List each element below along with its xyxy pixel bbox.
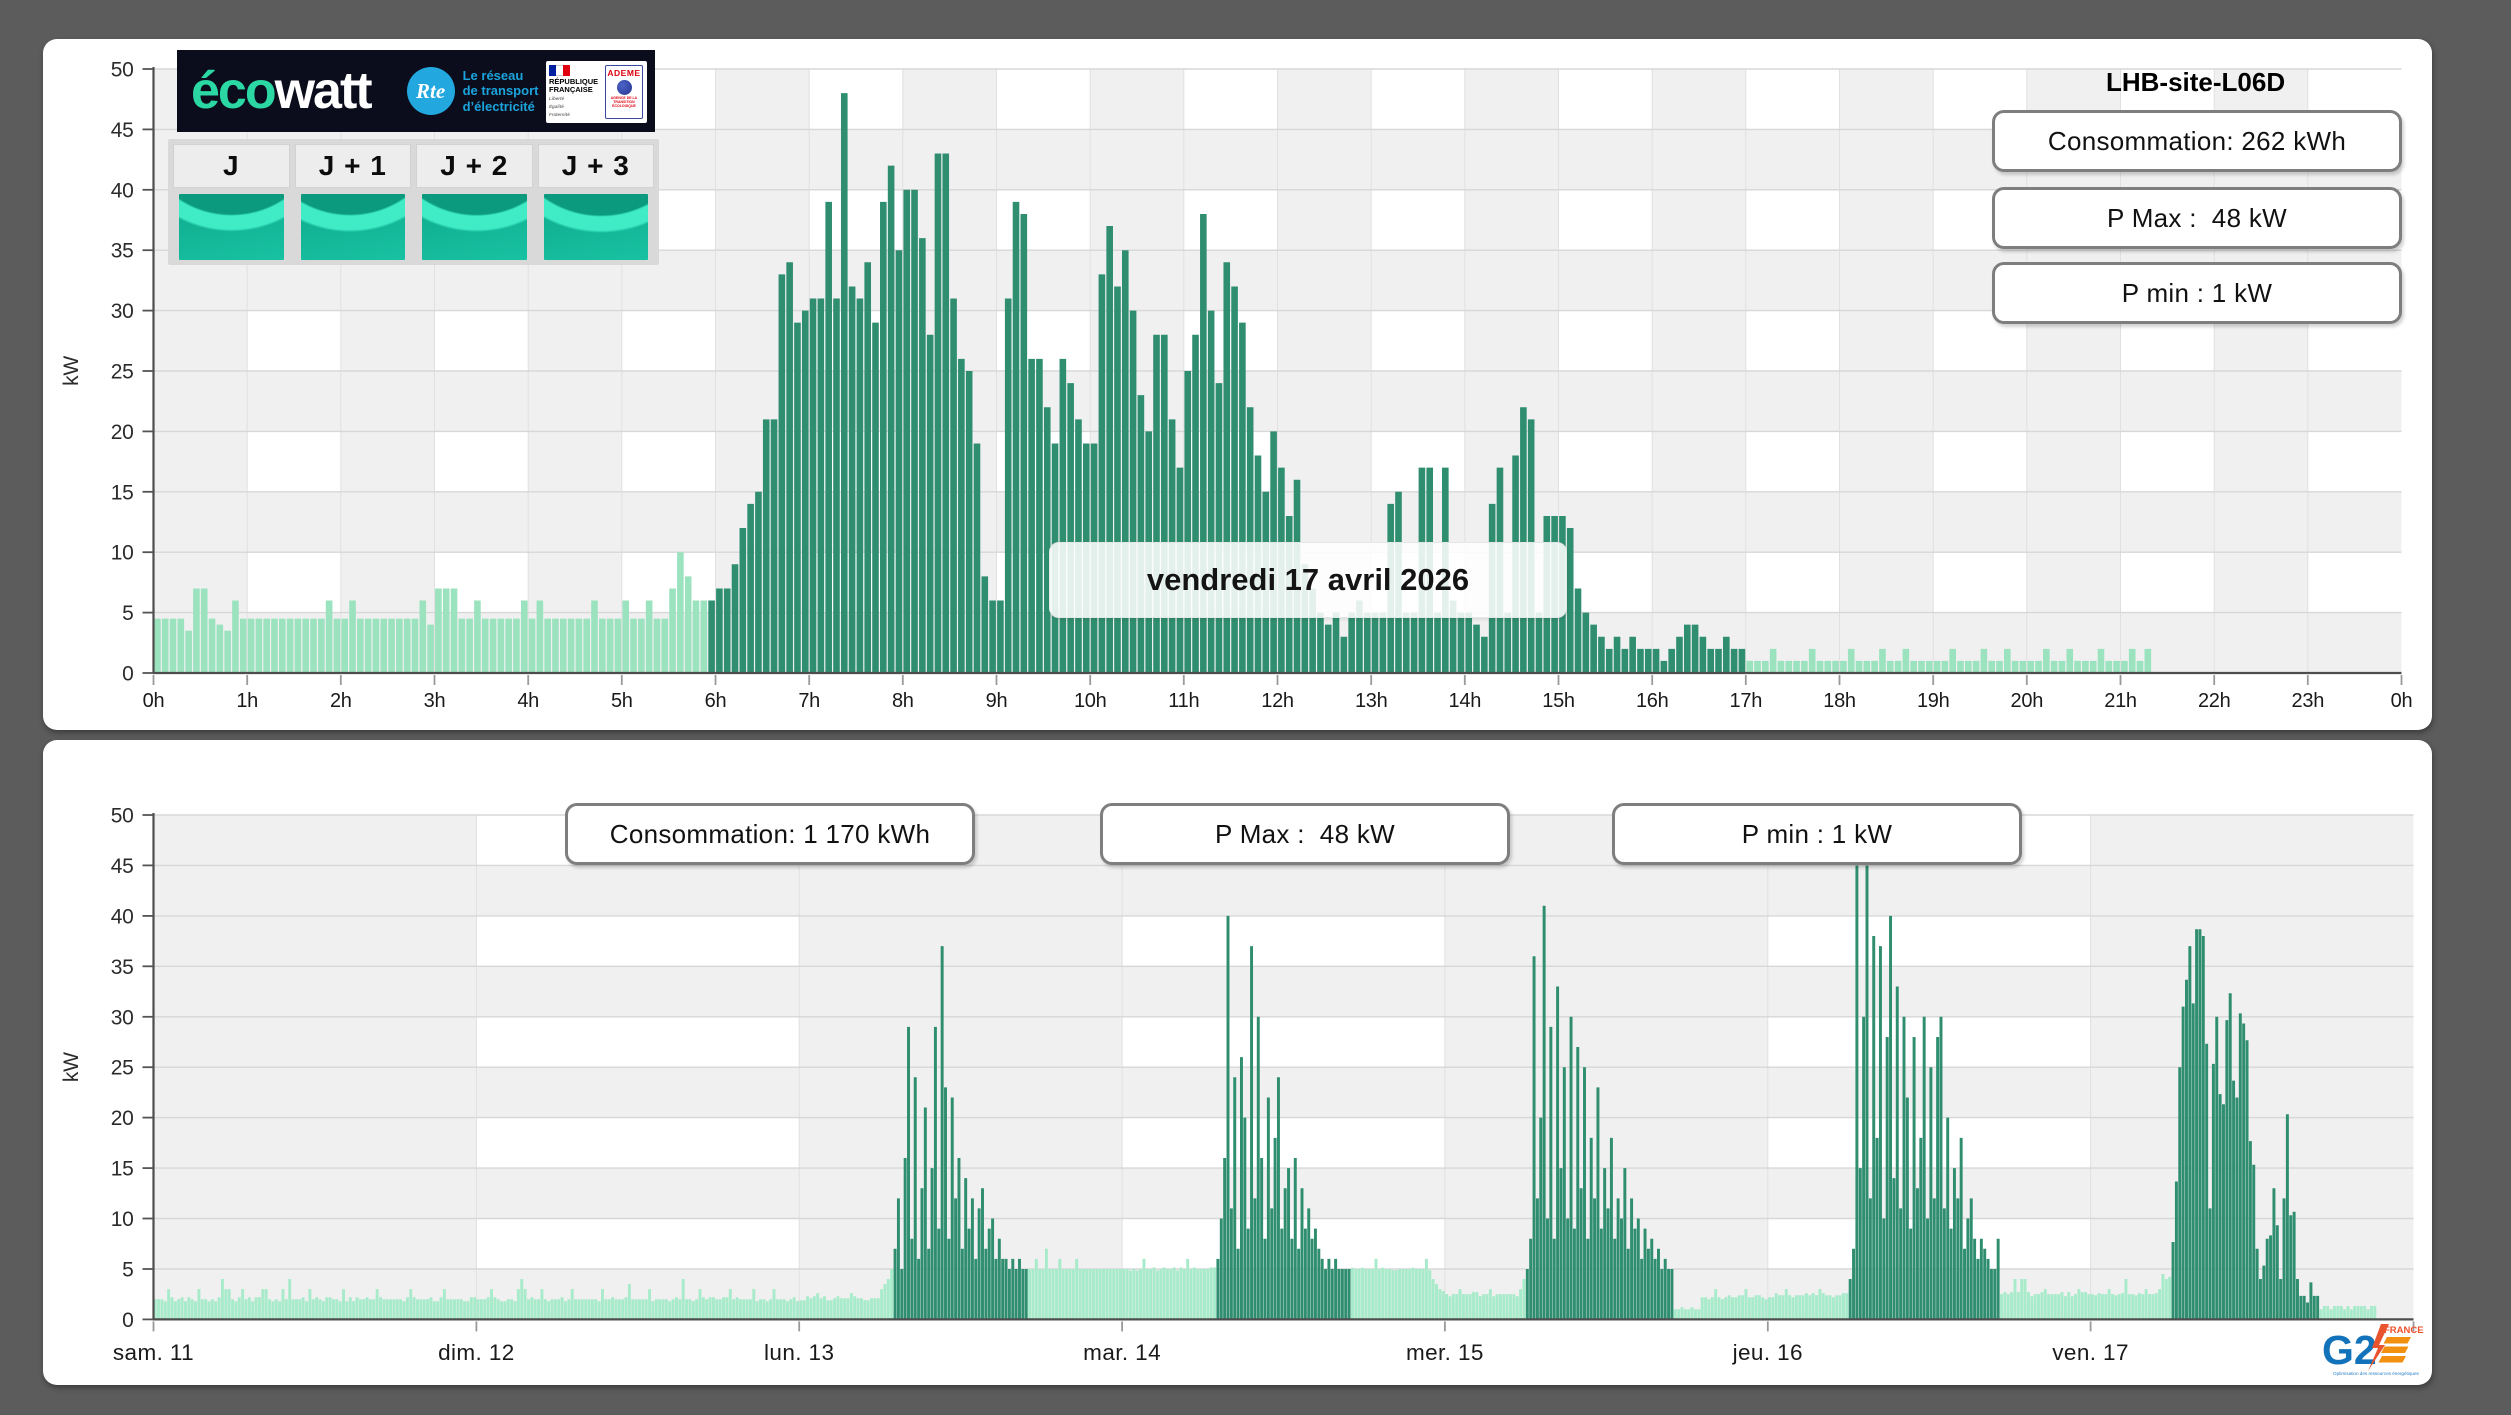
svg-text:Optimisation des ressources én: Optimisation des ressources énergétiques [2333,1371,2419,1376]
svg-text:9h: 9h [986,690,1008,712]
svg-text:11h: 11h [1168,690,1199,712]
svg-text:4h: 4h [517,690,539,712]
svg-text:13h: 13h [1355,690,1387,712]
svg-text:19h: 19h [1917,690,1949,712]
svg-text:kW: kW [60,1052,83,1082]
svg-text:14h: 14h [1449,690,1481,712]
svg-text:40: 40 [111,179,134,202]
svg-text:lun. 13: lun. 13 [764,1340,834,1365]
svg-text:21h: 21h [2104,690,2136,712]
svg-text:0h: 0h [143,690,165,712]
svg-text:0: 0 [122,1309,133,1332]
svg-text:45: 45 [111,119,134,142]
svg-text:35: 35 [111,956,134,979]
svg-text:40: 40 [111,905,134,928]
svg-text:8h: 8h [892,690,914,712]
svg-text:50: 50 [111,805,134,828]
svg-text:kW: kW [60,356,83,386]
svg-text:10: 10 [111,1208,134,1231]
svg-text:5: 5 [122,602,133,625]
svg-text:30: 30 [111,300,134,323]
svg-text:22h: 22h [2198,690,2230,712]
svg-text:15: 15 [111,1158,134,1181]
svg-text:sam. 11: sam. 11 [113,1340,194,1365]
svg-text:50: 50 [111,59,134,82]
svg-text:15: 15 [111,481,134,504]
svg-text:25: 25 [111,361,134,384]
svg-text:15h: 15h [1542,690,1574,712]
svg-text:16h: 16h [1636,690,1668,712]
svg-text:ven. 17: ven. 17 [2052,1340,2129,1365]
svg-text:FRANCE: FRANCE [2384,1325,2424,1336]
svg-text:1h: 1h [236,690,258,712]
svg-text:mer. 15: mer. 15 [1406,1340,1484,1365]
svg-text:30: 30 [111,1006,134,1029]
svg-text:2h: 2h [330,690,352,712]
svg-text:10h: 10h [1074,690,1106,712]
svg-text:0h: 0h [2391,690,2413,712]
svg-text:0: 0 [122,663,133,686]
svg-text:23h: 23h [2292,690,2324,712]
svg-text:17h: 17h [1730,690,1762,712]
svg-text:mar. 14: mar. 14 [1083,1340,1161,1365]
svg-text:45: 45 [111,855,134,878]
svg-text:3h: 3h [424,690,446,712]
svg-text:20: 20 [111,1107,134,1130]
svg-text:dim. 12: dim. 12 [438,1340,515,1365]
svg-text:20: 20 [111,421,134,444]
svg-text:20h: 20h [2011,690,2043,712]
svg-text:7h: 7h [798,690,820,712]
svg-text:35: 35 [111,240,134,263]
svg-text:6h: 6h [705,690,727,712]
svg-text:G2: G2 [2322,1327,2377,1373]
svg-text:12h: 12h [1261,690,1293,712]
svg-text:5: 5 [122,1259,133,1282]
svg-text:18h: 18h [1823,690,1855,712]
svg-text:10: 10 [111,542,134,565]
svg-text:25: 25 [111,1057,134,1080]
svg-text:5h: 5h [611,690,633,712]
svg-text:jeu. 16: jeu. 16 [1732,1340,1803,1365]
